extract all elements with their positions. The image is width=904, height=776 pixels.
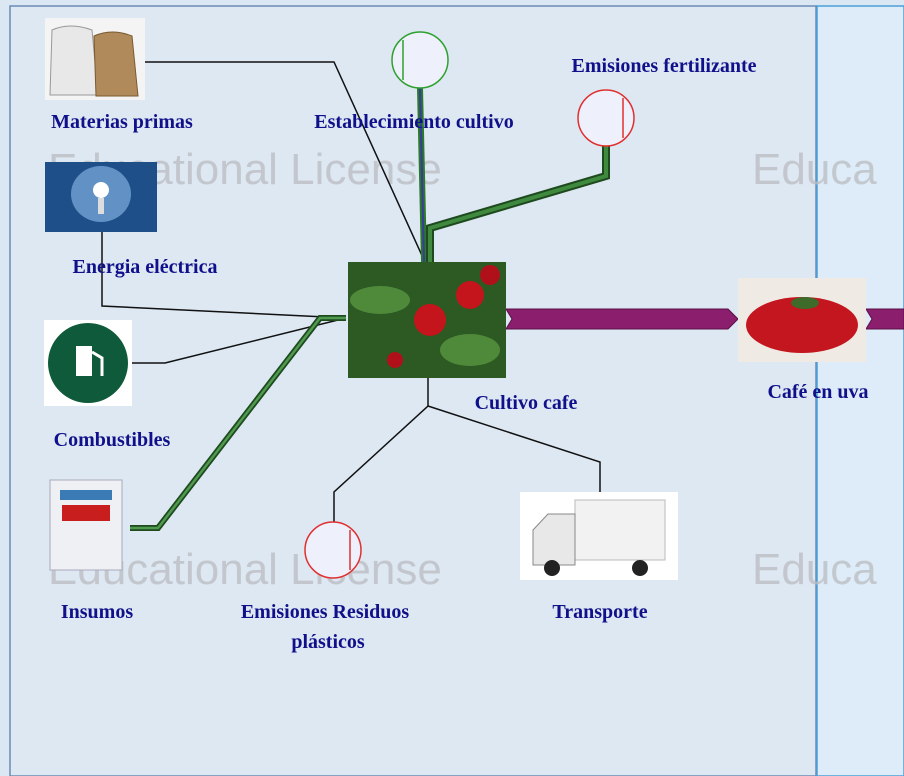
insumos-icon <box>50 480 122 570</box>
node-label: Combustibles <box>54 429 171 451</box>
cultivo-cafe-icon <box>348 262 506 378</box>
watermark: Educa <box>752 145 877 194</box>
node-label: Establecimiento cultivo <box>314 111 513 133</box>
node-label: Energia eléctrica <box>73 256 218 278</box>
main-flow <box>866 309 904 329</box>
node-label: Insumos <box>61 601 133 623</box>
cafe-uva-icon <box>738 278 866 362</box>
main-flow <box>506 309 738 329</box>
node-label: Materias primas <box>51 111 193 133</box>
node-label: Emisiones Residuos <box>241 601 410 623</box>
node-label: Café en uva <box>767 381 868 403</box>
diagram: Educational License Educa Educational Li… <box>0 0 904 776</box>
materias-primas-icon <box>45 18 145 100</box>
energia-icon <box>45 162 157 232</box>
watermark: Educa <box>752 545 877 594</box>
transporte-icon <box>520 492 678 580</box>
node-label: plásticos <box>291 631 365 653</box>
node-label: Emisiones fertilizante <box>572 55 757 77</box>
node-label: Cultivo cafe <box>475 392 578 414</box>
combustibles-icon <box>44 320 132 406</box>
node-label: Transporte <box>552 601 647 623</box>
